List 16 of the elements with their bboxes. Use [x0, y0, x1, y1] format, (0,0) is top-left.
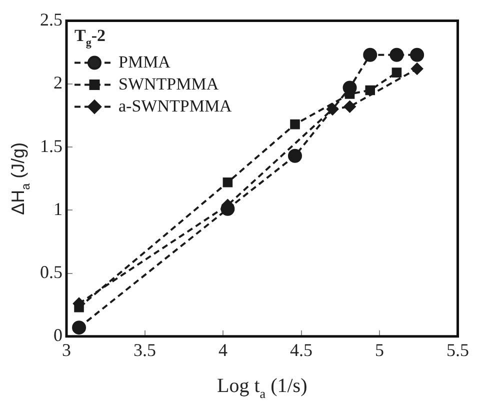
- x-tick-label: 5.5: [446, 340, 469, 360]
- x-tick-label: 3.5: [134, 340, 156, 360]
- legend-label: a-SWNTPMMA: [118, 96, 233, 116]
- x-tick-label: 5: [375, 340, 384, 360]
- y-tick-label: 2.5: [40, 10, 62, 30]
- x-tick-label: 4: [218, 340, 228, 360]
- legend-label: SWNTPMMA: [118, 74, 220, 94]
- y-tick-label: 1: [54, 198, 62, 219]
- y-axis-title: ΔHa (J/g): [8, 142, 32, 215]
- y-tick-label: 1.5: [40, 136, 62, 156]
- y-tick-label: 0.5: [40, 262, 62, 282]
- x-tick-label: 3: [62, 340, 71, 360]
- x-tick-label: 4.5: [290, 340, 312, 360]
- y-tick-label: 2: [54, 72, 62, 93]
- y-tick-label: 0: [54, 325, 62, 346]
- legend-label: PMMA: [118, 52, 172, 72]
